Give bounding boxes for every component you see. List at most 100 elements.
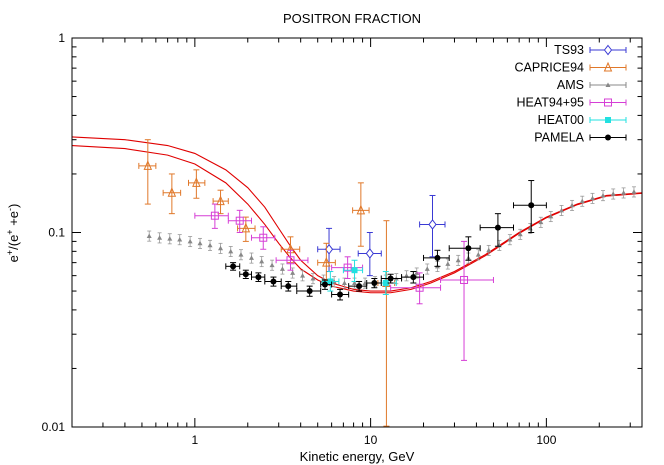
data-point <box>579 198 585 204</box>
data-point <box>631 189 637 194</box>
y-tick-label: 1 <box>58 31 65 45</box>
data-point <box>403 273 409 278</box>
y-axis-label-part: ) <box>6 204 21 208</box>
series-heat94-95 <box>194 203 494 361</box>
legend-label: HEAT94+95 <box>516 96 584 110</box>
data-points <box>138 139 637 427</box>
data-point <box>351 267 358 274</box>
data-point <box>494 224 501 231</box>
data-point <box>590 195 596 201</box>
data-point <box>559 207 565 213</box>
data-point <box>538 219 544 225</box>
data-point <box>428 219 437 230</box>
data-point <box>321 281 328 288</box>
model-curve <box>71 136 643 292</box>
data-point <box>600 192 606 198</box>
data-point <box>248 255 254 260</box>
data-point <box>259 258 265 264</box>
data-point <box>424 266 430 271</box>
data-point <box>610 191 616 196</box>
y-axis-label: e+/(e+ +e-) <box>5 204 21 263</box>
data-point <box>157 235 163 240</box>
data-point <box>455 257 461 263</box>
data-point <box>306 288 313 295</box>
data-point <box>341 280 347 285</box>
data-point <box>286 256 295 265</box>
data-point <box>230 263 237 270</box>
data-point <box>517 231 523 237</box>
data-point <box>352 280 358 285</box>
data-point <box>528 202 535 209</box>
y-axis-label-part: - <box>5 208 15 211</box>
data-point <box>310 276 316 281</box>
legend-marker <box>605 82 611 87</box>
data-point <box>465 245 472 252</box>
x-axis-label: Kinetic energy, GeV <box>300 449 415 464</box>
y-axis-label-part: +e <box>6 211 21 229</box>
data-point <box>207 242 213 248</box>
data-point <box>475 252 481 257</box>
data-point <box>434 254 441 261</box>
data-point <box>167 236 173 241</box>
legend-marker <box>605 134 611 141</box>
y-axis-label-part: + <box>5 250 15 255</box>
data-point <box>507 237 513 242</box>
data-point <box>415 283 424 292</box>
data-point <box>177 237 183 242</box>
legend-label: TS93 <box>554 43 584 57</box>
legend-marker <box>603 44 613 56</box>
data-point <box>290 270 296 275</box>
data-point <box>621 190 627 195</box>
legend-label: PAMELA <box>534 131 584 145</box>
data-point <box>371 279 378 286</box>
data-point <box>387 275 394 282</box>
data-point <box>486 247 492 253</box>
data-point <box>279 266 285 271</box>
data-point <box>270 278 277 285</box>
data-point <box>197 240 203 246</box>
data-point <box>210 211 219 220</box>
legend-label: HEAT00 <box>538 113 584 127</box>
y-axis-label-part: + <box>5 229 15 234</box>
plot-frame <box>71 37 643 428</box>
data-point <box>143 160 153 170</box>
x-tick-label: 100 <box>536 433 556 447</box>
legend-marker <box>604 98 612 107</box>
data-point <box>255 274 262 281</box>
data-point <box>343 263 352 272</box>
x-tick-label: 1 <box>192 433 199 447</box>
data-point <box>146 233 152 238</box>
data-point <box>259 233 268 242</box>
data-point <box>365 248 374 259</box>
x-tick-label: 10 <box>364 433 378 447</box>
data-point <box>548 213 554 219</box>
legend-marker <box>605 117 611 123</box>
legend-label: CAPRICE94 <box>515 61 585 75</box>
legend: TS93 CAPRICE94 AMS HEAT94+95 HEAT00 PAMELA <box>515 43 627 145</box>
data-point <box>228 248 234 254</box>
data-point <box>356 283 363 290</box>
data-point <box>445 261 451 266</box>
data-point <box>410 274 417 281</box>
y-tick-label: 0.1 <box>48 226 65 240</box>
data-point <box>218 245 224 251</box>
data-point <box>285 283 292 290</box>
data-point <box>269 262 275 268</box>
data-point <box>382 279 389 286</box>
chart-title: POSITRON FRACTION <box>283 11 421 26</box>
legend-label: AMS <box>557 78 584 92</box>
data-point <box>187 238 193 244</box>
data-point <box>216 195 225 206</box>
data-point <box>300 273 306 278</box>
y-axis-label-part: e <box>6 255 21 262</box>
series-caprice94 <box>138 139 396 427</box>
legend-marker <box>603 61 613 72</box>
data-point <box>569 202 575 208</box>
data-point <box>460 275 469 284</box>
y-axis-label-part: /(e <box>6 235 21 250</box>
data-point <box>322 256 331 267</box>
data-point <box>167 187 177 197</box>
tick-labels: 1 10 100 0.01 0.1 1 <box>42 31 557 447</box>
data-point <box>356 204 366 215</box>
